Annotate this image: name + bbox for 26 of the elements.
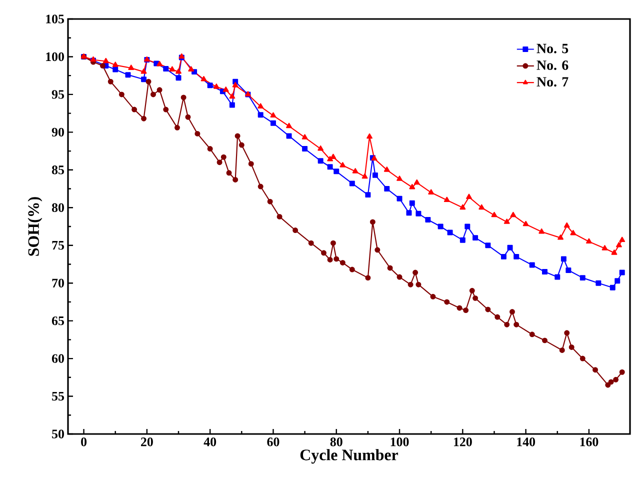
legend-label: No. 6 (536, 60, 568, 70)
y-axis-title: SOH(%) (28, 197, 42, 256)
x-tick-label: 20 (141, 438, 153, 446)
y-tick-label: 90 (52, 128, 64, 137)
y-tick-label: 80 (52, 203, 64, 212)
x-axis-title: Cycle Number (300, 449, 398, 464)
y-tick-label: 75 (52, 241, 64, 250)
y-tick-label: 50 (52, 430, 64, 438)
y-tick-label: 100 (46, 52, 64, 62)
x-tick-label: 80 (330, 438, 342, 446)
legend-label: No. 7 (536, 77, 568, 87)
x-tick-label: 160 (580, 438, 598, 446)
y-tick-label: 65 (52, 316, 64, 326)
y-tick-label: 60 (52, 354, 64, 363)
legend-label: No. 5 (536, 44, 568, 54)
y-tick-label: 85 (52, 166, 64, 174)
y-tick-label: 70 (52, 278, 64, 288)
x-tick-label: 100 (390, 438, 409, 446)
y-tick-label: 105 (46, 14, 64, 24)
y-tick-label: 95 (52, 90, 64, 99)
x-tick-label: 40 (204, 438, 216, 446)
y-tick-label: 55 (52, 392, 64, 401)
x-tick-label: 140 (517, 438, 536, 446)
x-tick-label: 0 (81, 438, 87, 446)
x-tick-label: 60 (267, 438, 280, 446)
x-tick-label: 120 (454, 438, 472, 446)
